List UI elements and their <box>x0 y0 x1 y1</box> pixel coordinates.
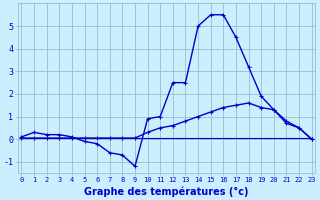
X-axis label: Graphe des températures (°c): Graphe des températures (°c) <box>84 186 249 197</box>
